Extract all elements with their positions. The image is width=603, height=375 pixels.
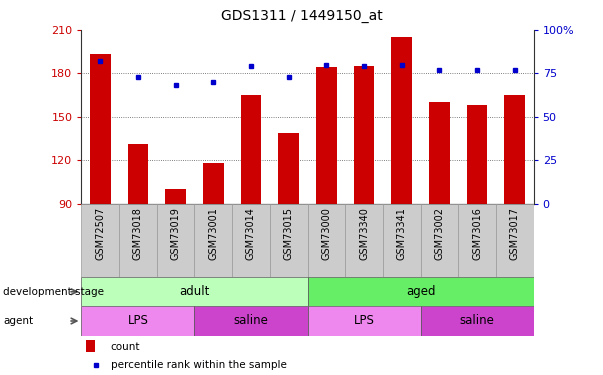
Text: GSM73340: GSM73340 xyxy=(359,207,369,260)
FancyBboxPatch shape xyxy=(232,204,270,277)
Text: GSM73017: GSM73017 xyxy=(510,207,520,260)
Bar xyxy=(316,68,336,204)
FancyBboxPatch shape xyxy=(194,306,308,336)
FancyBboxPatch shape xyxy=(308,204,345,277)
Bar xyxy=(505,95,525,204)
FancyBboxPatch shape xyxy=(81,204,119,277)
Bar xyxy=(165,189,186,204)
Text: agent: agent xyxy=(3,316,33,326)
FancyBboxPatch shape xyxy=(194,204,232,277)
FancyBboxPatch shape xyxy=(308,277,534,306)
Text: GSM73000: GSM73000 xyxy=(321,207,332,260)
FancyBboxPatch shape xyxy=(270,204,308,277)
Bar xyxy=(429,102,450,204)
Bar xyxy=(241,95,261,204)
FancyBboxPatch shape xyxy=(308,306,421,336)
FancyBboxPatch shape xyxy=(383,204,421,277)
FancyBboxPatch shape xyxy=(157,204,194,277)
Text: GSM73016: GSM73016 xyxy=(472,207,482,260)
FancyBboxPatch shape xyxy=(81,277,308,306)
Text: GSM72507: GSM72507 xyxy=(95,207,106,260)
Text: development stage: development stage xyxy=(3,287,104,297)
FancyBboxPatch shape xyxy=(458,204,496,277)
FancyBboxPatch shape xyxy=(496,204,534,277)
FancyBboxPatch shape xyxy=(421,204,458,277)
Bar xyxy=(86,340,95,352)
Text: LPS: LPS xyxy=(353,315,374,327)
Text: GSM73019: GSM73019 xyxy=(171,207,181,260)
Text: GDS1311 / 1449150_at: GDS1311 / 1449150_at xyxy=(221,9,382,23)
Bar xyxy=(279,133,299,204)
Text: aged: aged xyxy=(406,285,435,298)
Text: count: count xyxy=(111,342,140,352)
Text: saline: saline xyxy=(459,315,494,327)
Bar xyxy=(354,66,374,204)
FancyBboxPatch shape xyxy=(345,204,383,277)
FancyBboxPatch shape xyxy=(81,306,194,336)
FancyBboxPatch shape xyxy=(119,204,157,277)
Text: GSM73002: GSM73002 xyxy=(434,207,444,260)
Bar xyxy=(467,105,487,204)
Bar xyxy=(128,144,148,204)
Text: GSM73014: GSM73014 xyxy=(246,207,256,260)
Text: GSM73018: GSM73018 xyxy=(133,207,143,260)
Text: percentile rank within the sample: percentile rank within the sample xyxy=(111,360,286,370)
Text: GSM73001: GSM73001 xyxy=(208,207,218,260)
Text: adult: adult xyxy=(179,285,210,298)
Bar xyxy=(203,164,224,204)
Text: saline: saline xyxy=(233,315,268,327)
Bar xyxy=(391,37,412,204)
Bar xyxy=(90,54,110,204)
Text: GSM73341: GSM73341 xyxy=(397,207,407,260)
FancyBboxPatch shape xyxy=(421,306,534,336)
Text: LPS: LPS xyxy=(127,315,148,327)
Text: GSM73015: GSM73015 xyxy=(283,207,294,260)
